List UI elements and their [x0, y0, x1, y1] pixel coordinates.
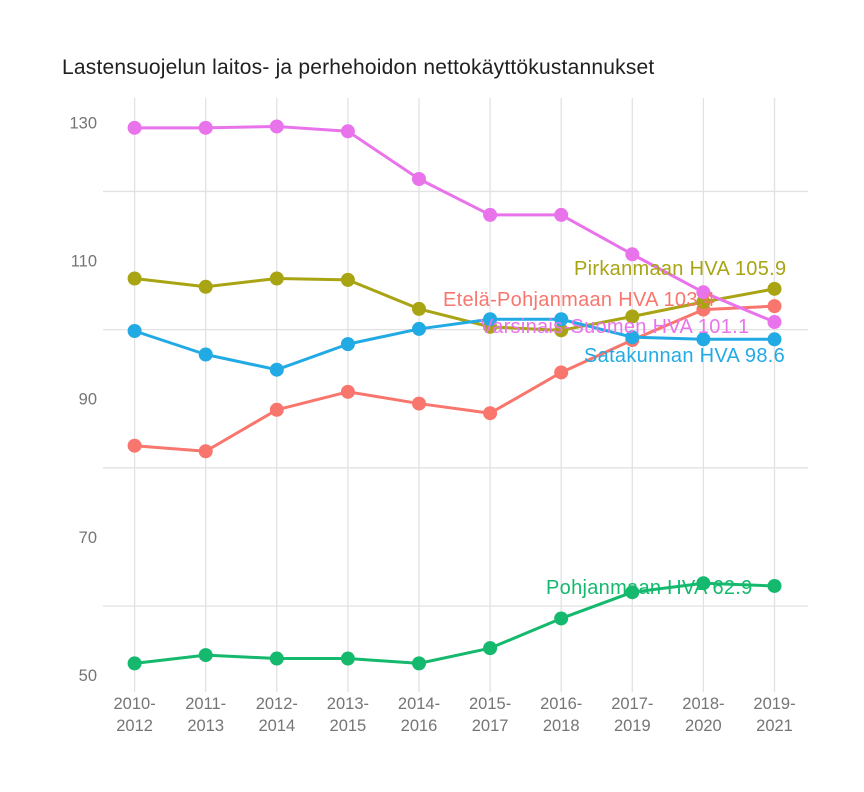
- data-point-varsinais-suomen-hva: [127, 120, 142, 135]
- data-point-pirkanmaan-hva: [767, 281, 782, 296]
- data-point-pirkanmaan-hva: [625, 309, 640, 324]
- data-point-pohjanmaan-hva: [127, 656, 142, 671]
- x-tick-label: 2014: [258, 717, 295, 735]
- chart-title: Lastensuojelun laitos- ja perhehoidon ne…: [62, 56, 655, 79]
- data-point-pirkanmaan-hva: [198, 279, 213, 294]
- data-point-varsinais-suomen-hva: [483, 207, 498, 222]
- data-point-satakunnan-hva: [412, 321, 426, 336]
- data-point-pohjanmaan-hva: [483, 641, 498, 656]
- data-point-etel-pohjanmaan-hva: [340, 384, 355, 399]
- data-point-varsinais-suomen-hva: [412, 171, 426, 186]
- x-tick-label: 2020: [685, 717, 722, 735]
- data-point-pirkanmaan-hva: [269, 271, 284, 286]
- y-tick-label: 70: [79, 529, 97, 547]
- series-line-etel-pohjanmaan-hva: [133, 304, 776, 453]
- x-tick-label: 2015: [330, 717, 367, 735]
- x-tick-label: 2013: [187, 717, 224, 735]
- x-tick-label: 2012-: [256, 695, 298, 713]
- data-point-pirkanmaan-hva: [340, 272, 355, 287]
- data-point-varsinais-suomen-hva: [696, 285, 711, 300]
- series-line-pohjanmaan-hva: [133, 581, 776, 665]
- data-point-pohjanmaan-hva: [198, 648, 213, 663]
- data-point-satakunnan-hva: [554, 312, 569, 327]
- data-point-pohjanmaan-hva: [767, 578, 782, 593]
- y-tick-label: 90: [79, 391, 97, 409]
- data-point-varsinais-suomen-hva: [625, 247, 640, 262]
- data-point-pirkanmaan-hva: [127, 271, 142, 286]
- data-point-pohjanmaan-hva: [340, 651, 355, 666]
- data-point-satakunnan-hva: [696, 332, 711, 347]
- y-tick-label: 130: [69, 114, 97, 132]
- data-point-etel-pohjanmaan-hva: [198, 444, 213, 459]
- data-point-satakunnan-hva: [127, 324, 142, 339]
- data-point-etel-pohjanmaan-hva: [483, 406, 498, 421]
- data-point-etel-pohjanmaan-hva: [127, 438, 142, 453]
- data-point-varsinais-suomen-hva: [198, 120, 213, 135]
- series-line-satakunnan-hva: [133, 317, 776, 372]
- data-point-satakunnan-hva: [269, 362, 284, 377]
- x-tick-label: 2018: [543, 717, 580, 735]
- data-point-satakunnan-hva: [198, 347, 213, 362]
- data-point-satakunnan-hva: [767, 332, 782, 347]
- x-tick-label: 2021: [756, 717, 793, 735]
- x-tick-label: 2019-: [753, 695, 795, 713]
- x-tick-label: 2010-: [113, 695, 155, 713]
- x-tick-label: 2017-: [611, 695, 653, 713]
- data-point-pirkanmaan-hva: [554, 323, 569, 338]
- data-point-pohjanmaan-hva: [412, 656, 426, 671]
- data-point-pirkanmaan-hva: [412, 301, 426, 316]
- x-tick-label: 2016: [401, 717, 438, 735]
- x-tick-label: 2015-: [469, 695, 511, 713]
- data-point-varsinais-suomen-hva: [340, 124, 355, 139]
- data-point-pohjanmaan-hva: [269, 651, 284, 666]
- series-end-label-satakunnan-hva: Satakunnan HVA 98.6: [584, 345, 785, 367]
- data-point-varsinais-suomen-hva: [767, 315, 782, 330]
- data-point-satakunnan-hva: [483, 312, 498, 327]
- series-end-label-pirkanmaan-hva: Pirkanmaan HVA 105.9: [574, 258, 786, 280]
- x-tick-label: 2012: [116, 717, 153, 735]
- data-point-etel-pohjanmaan-hva: [269, 402, 284, 417]
- x-tick-label: 2018-: [682, 695, 724, 713]
- data-point-pohjanmaan-hva: [696, 576, 711, 591]
- series-line-pirkanmaan-hva: [133, 276, 776, 332]
- data-point-satakunnan-hva: [340, 337, 355, 352]
- x-tick-label: 2019: [614, 717, 651, 735]
- data-point-etel-pohjanmaan-hva: [412, 396, 426, 411]
- data-point-etel-pohjanmaan-hva: [554, 365, 569, 380]
- data-point-varsinais-suomen-hva: [269, 119, 284, 134]
- series-end-label-varsinais-suomen-hva: Varsinais-Suomen HVA 101.1: [480, 316, 749, 338]
- y-tick-label: 50: [79, 667, 97, 685]
- data-point-varsinais-suomen-hva: [554, 207, 569, 222]
- series-end-label-pohjanmaan-hva: Pohjanmaan HVA 62.9: [546, 577, 753, 599]
- data-point-satakunnan-hva: [625, 330, 640, 345]
- x-tick-label: 2016-: [540, 695, 582, 713]
- x-tick-label: 2013-: [327, 695, 369, 713]
- series-line-varsinais-suomen-hva: [133, 124, 776, 324]
- x-tick-label: 2011-: [185, 695, 226, 713]
- x-tick-label: 2014-: [398, 695, 440, 713]
- data-point-pirkanmaan-hva: [696, 294, 711, 309]
- y-tick-label: 110: [71, 253, 97, 271]
- data-point-pohjanmaan-hva: [554, 611, 569, 626]
- x-tick-label: 2017: [472, 717, 509, 735]
- data-point-etel-pohjanmaan-hva: [767, 299, 782, 314]
- data-point-pohjanmaan-hva: [625, 585, 640, 600]
- series-end-label-etel-pohjanmaan-hva: Etelä-Pohjanmaan HVA 103.4: [443, 289, 715, 311]
